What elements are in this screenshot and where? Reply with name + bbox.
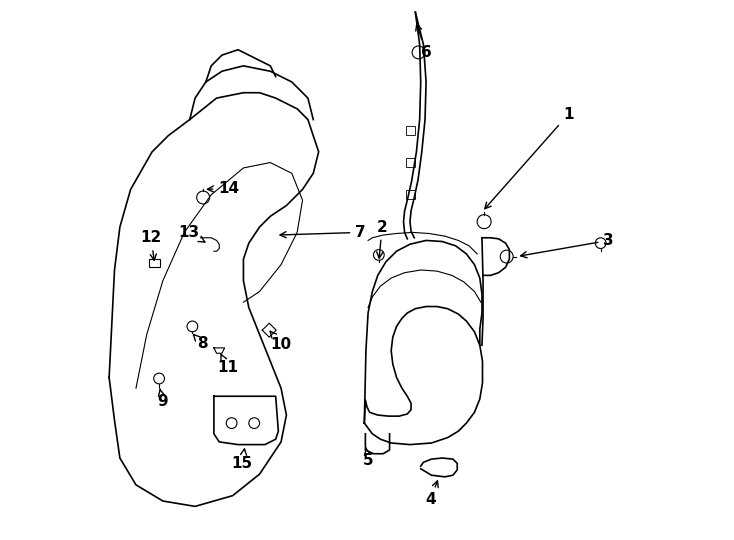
- Text: 11: 11: [217, 354, 238, 375]
- Text: 7: 7: [280, 225, 366, 240]
- Text: 14: 14: [208, 181, 239, 196]
- Text: 8: 8: [193, 334, 208, 351]
- Text: 6: 6: [415, 24, 432, 60]
- Text: 15: 15: [232, 449, 253, 471]
- Text: 2: 2: [377, 220, 388, 258]
- Text: 3: 3: [520, 233, 614, 258]
- Text: 1: 1: [485, 107, 574, 209]
- Text: 13: 13: [178, 225, 205, 242]
- Text: 12: 12: [140, 230, 161, 260]
- Text: 10: 10: [270, 331, 291, 352]
- Text: 9: 9: [158, 389, 168, 409]
- Text: 5: 5: [363, 448, 374, 468]
- Text: 4: 4: [425, 481, 438, 508]
